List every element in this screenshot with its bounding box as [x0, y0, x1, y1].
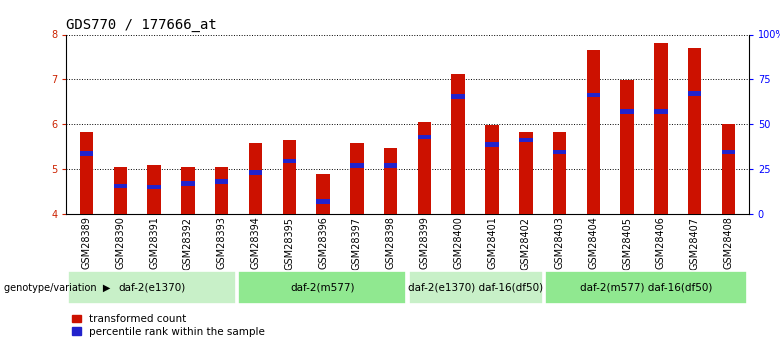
- Bar: [80, 132, 94, 214]
- Bar: [114, 167, 127, 214]
- Bar: [519, 132, 533, 214]
- Bar: [553, 150, 566, 154]
- Text: GSM28408: GSM28408: [724, 217, 733, 269]
- FancyBboxPatch shape: [545, 270, 747, 304]
- Text: GSM28403: GSM28403: [555, 217, 565, 269]
- Bar: [350, 143, 363, 214]
- Text: GSM28405: GSM28405: [622, 217, 632, 269]
- Text: GSM28394: GSM28394: [250, 217, 261, 269]
- Bar: [587, 93, 600, 97]
- Bar: [181, 181, 195, 186]
- Text: GSM28389: GSM28389: [82, 217, 91, 269]
- Bar: [417, 135, 431, 139]
- Bar: [80, 151, 94, 156]
- Bar: [688, 48, 701, 214]
- Bar: [317, 175, 330, 214]
- FancyBboxPatch shape: [409, 270, 543, 304]
- Bar: [147, 185, 161, 189]
- Text: GDS770 / 177666_at: GDS770 / 177666_at: [66, 18, 217, 32]
- Bar: [722, 150, 736, 154]
- Bar: [519, 138, 533, 142]
- Text: daf-2(e1370) daf-16(df50): daf-2(e1370) daf-16(df50): [408, 282, 544, 292]
- Bar: [350, 163, 363, 168]
- Bar: [485, 142, 498, 147]
- Bar: [215, 167, 229, 214]
- Text: GSM28404: GSM28404: [588, 217, 598, 269]
- Bar: [215, 179, 229, 184]
- Text: genotype/variation  ▶: genotype/variation ▶: [4, 283, 110, 293]
- Text: GSM28397: GSM28397: [352, 217, 362, 269]
- FancyBboxPatch shape: [68, 270, 236, 304]
- FancyBboxPatch shape: [239, 270, 406, 304]
- Text: GSM28391: GSM28391: [149, 217, 159, 269]
- Text: GSM28393: GSM28393: [217, 217, 227, 269]
- Bar: [620, 109, 634, 114]
- Text: GSM28402: GSM28402: [521, 217, 531, 269]
- Text: GSM28398: GSM28398: [385, 217, 395, 269]
- Text: GSM28399: GSM28399: [420, 217, 430, 269]
- Bar: [553, 132, 566, 214]
- Bar: [147, 166, 161, 214]
- Legend: transformed count, percentile rank within the sample: transformed count, percentile rank withi…: [72, 314, 265, 337]
- Bar: [688, 91, 701, 96]
- Text: GSM28396: GSM28396: [318, 217, 328, 269]
- Bar: [654, 109, 668, 114]
- Text: daf-2(e1370): daf-2(e1370): [118, 282, 185, 292]
- Bar: [249, 170, 262, 175]
- Bar: [249, 143, 262, 214]
- Text: GSM28407: GSM28407: [690, 217, 700, 269]
- Bar: [722, 124, 736, 214]
- Bar: [384, 148, 398, 214]
- Bar: [282, 159, 296, 163]
- Bar: [417, 122, 431, 214]
- Bar: [181, 167, 195, 214]
- Bar: [654, 42, 668, 214]
- Bar: [620, 80, 634, 214]
- Bar: [282, 140, 296, 214]
- Bar: [587, 50, 600, 214]
- Bar: [317, 199, 330, 204]
- Text: GSM28401: GSM28401: [487, 217, 497, 269]
- Text: GSM28392: GSM28392: [183, 217, 193, 269]
- Text: daf-2(m577) daf-16(df50): daf-2(m577) daf-16(df50): [580, 282, 713, 292]
- Bar: [485, 125, 498, 214]
- Text: GSM28395: GSM28395: [284, 217, 294, 269]
- Bar: [452, 73, 465, 214]
- Bar: [384, 163, 398, 168]
- Bar: [452, 94, 465, 99]
- Text: GSM28406: GSM28406: [656, 217, 666, 269]
- Text: GSM28400: GSM28400: [453, 217, 463, 269]
- Text: daf-2(m577): daf-2(m577): [290, 282, 354, 292]
- Bar: [114, 184, 127, 188]
- Text: GSM28390: GSM28390: [115, 217, 126, 269]
